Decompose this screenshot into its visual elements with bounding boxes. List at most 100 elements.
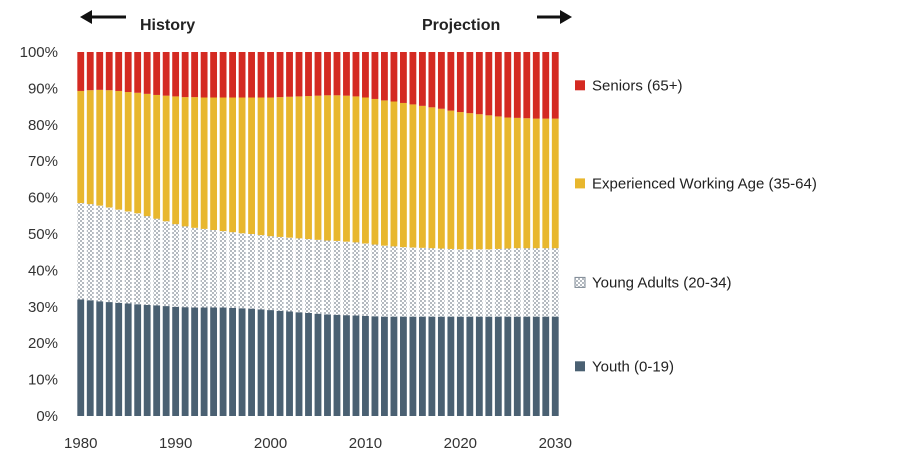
- bar-segment: [295, 238, 303, 313]
- bar-segment: [542, 248, 550, 317]
- bar-segment: [162, 52, 170, 96]
- bar-segment: [324, 52, 331, 96]
- bar-segment: [418, 247, 426, 317]
- bar-segment: [513, 316, 521, 416]
- bar-segment: [466, 52, 474, 114]
- y-tick-label: 30%: [28, 299, 58, 316]
- bar-segment: [172, 224, 180, 307]
- bar-segment: [181, 226, 189, 308]
- legend-item: Experienced Working Age (35-64): [575, 175, 817, 192]
- bar-segment: [447, 110, 455, 249]
- bar-segment: [96, 89, 104, 206]
- bar-segment: [437, 52, 445, 109]
- bar-segment: [390, 101, 398, 247]
- bar-segment: [305, 52, 312, 97]
- legend-label: Experienced Working Age (35-64): [592, 175, 817, 192]
- bar-segment: [77, 299, 85, 416]
- bar-segment: [352, 315, 360, 416]
- bar-segment: [210, 97, 218, 230]
- bar-segment: [295, 52, 303, 97]
- bar-segment: [267, 97, 274, 237]
- bar-segment: [447, 52, 455, 111]
- bar-segment: [314, 95, 322, 240]
- bar-segment: [257, 52, 265, 98]
- bar-segment: [219, 307, 227, 416]
- bar-segment: [86, 90, 94, 205]
- bar-segment: [86, 52, 94, 91]
- bar-segment: [229, 307, 236, 416]
- bar-segment: [513, 52, 521, 118]
- bar-segment: [191, 97, 199, 228]
- bar-segment: [305, 312, 312, 416]
- bar-segment: [371, 98, 379, 245]
- bar-segment: [200, 228, 208, 308]
- y-tick-label: 0%: [36, 408, 58, 425]
- bar-segment: [371, 244, 379, 317]
- bar-segment: [409, 52, 417, 105]
- bar-segment: [124, 52, 132, 93]
- bar-segment: [504, 52, 512, 118]
- bar-segment: [191, 227, 199, 308]
- bar-segment: [286, 96, 293, 238]
- bar-segment: [475, 52, 483, 115]
- x-tick-label: 1990: [159, 435, 192, 452]
- bar-segment: [200, 52, 208, 98]
- x-tick-label: 2010: [349, 435, 382, 452]
- legend-label: Seniors (65+): [592, 77, 682, 94]
- bar-segment: [115, 209, 123, 303]
- bar-segment: [248, 52, 255, 98]
- bar-segment: [115, 90, 123, 210]
- bar-segment: [513, 117, 521, 249]
- history-header: History: [80, 10, 195, 34]
- bar-segment: [219, 231, 227, 308]
- bar-segment: [276, 236, 284, 311]
- bar-segment: [295, 312, 303, 416]
- bar-segment: [532, 248, 540, 317]
- bar-segment: [447, 248, 455, 317]
- bar-segment: [523, 316, 531, 416]
- history-arrow-icon: [80, 10, 92, 24]
- bar-segment: [400, 52, 407, 103]
- bar-segment: [162, 221, 170, 307]
- bar-segment: [475, 316, 483, 416]
- bar-segment: [153, 305, 161, 416]
- bar-segment: [124, 92, 132, 212]
- bar-segment: [143, 304, 151, 416]
- legend-swatch: [575, 361, 585, 372]
- bar-segment: [219, 97, 227, 232]
- bar-segment: [532, 316, 540, 416]
- bar-segment: [362, 97, 369, 244]
- bar-segment: [494, 116, 502, 249]
- bar-segment: [134, 92, 142, 214]
- bar-segment: [248, 97, 255, 234]
- bar-segment: [153, 218, 161, 306]
- bar-segment: [314, 313, 322, 416]
- legend-item: Youth (0-19): [575, 358, 674, 375]
- bar-segment: [494, 316, 502, 416]
- bar-segment: [324, 314, 331, 416]
- bar-segment: [134, 52, 142, 93]
- bar-segment: [418, 52, 426, 106]
- bar-segment: [124, 303, 132, 416]
- bar-segment: [551, 52, 559, 119]
- bar-segment: [77, 203, 85, 300]
- bar-segment: [86, 204, 94, 301]
- legend-label: Young Adults (20-34): [592, 274, 732, 291]
- legend-swatch: [575, 80, 585, 91]
- history-label: History: [140, 17, 195, 34]
- bar-segment: [105, 52, 113, 91]
- bar-segment: [172, 306, 180, 416]
- bar-segment: [210, 230, 218, 308]
- bar-segment: [485, 52, 493, 116]
- bar-segment: [532, 118, 540, 249]
- bar-segment: [96, 52, 104, 90]
- bar-segment: [475, 249, 483, 317]
- bar-segment: [437, 248, 445, 317]
- bar-segment: [124, 211, 132, 304]
- bar-segment: [248, 308, 255, 416]
- bar-segment: [485, 249, 493, 317]
- bar-segment: [418, 316, 426, 416]
- bar-segment: [105, 302, 113, 416]
- bar-segment: [400, 102, 407, 248]
